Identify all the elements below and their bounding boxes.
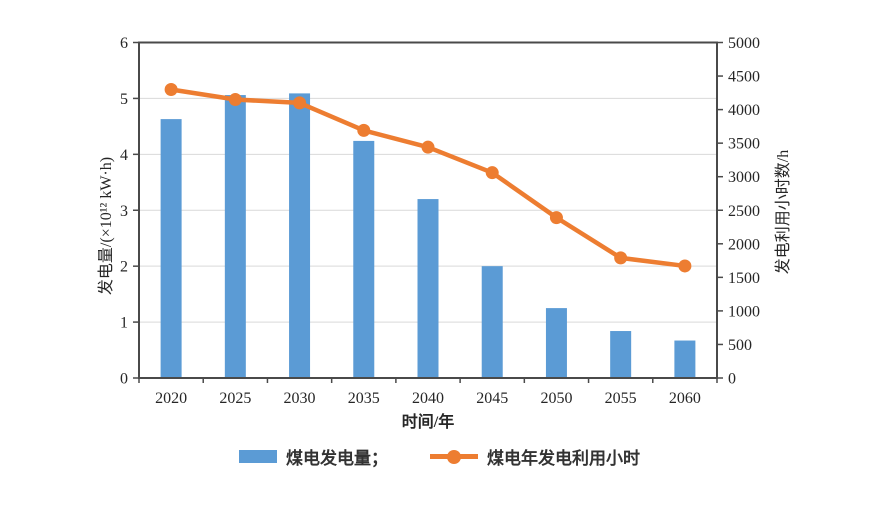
- bar-swatch-icon: [239, 450, 277, 463]
- trend-point-2055: [614, 251, 628, 265]
- y-right-tick-label: 500: [728, 337, 752, 354]
- x-tick-label: 2045: [476, 390, 508, 407]
- bar-2055: [610, 331, 632, 378]
- bar-2050: [545, 308, 567, 378]
- x-tick-label: 2030: [284, 390, 316, 407]
- trend-point-2060: [678, 259, 692, 273]
- legend: 煤电发电量； 煤电年发电利用小时: [0, 444, 879, 469]
- x-tick-label: 2025: [219, 390, 251, 407]
- y-right-tick-label: 1500: [728, 270, 760, 287]
- legend-bar-label: 煤电发电量；: [286, 449, 388, 468]
- y-left-tick-label: 2: [120, 259, 128, 276]
- y-right-tick-label: 4000: [728, 102, 760, 119]
- y-left-tick-label: 6: [120, 35, 128, 52]
- y-left-tick-label: 0: [120, 371, 128, 388]
- bar-2035: [353, 140, 375, 378]
- y-right-tick-label: 4500: [728, 69, 760, 86]
- trend-point-2020: [164, 82, 178, 96]
- bar-2020: [160, 119, 182, 378]
- x-tick-label: 2055: [605, 390, 637, 407]
- x-tick-label: 2035: [348, 390, 380, 407]
- y-left-tick-label: 5: [120, 91, 128, 108]
- legend-line-label: 煤电年发电利用小时: [487, 449, 640, 468]
- y-right-tick-label: 5000: [728, 35, 760, 52]
- bar-2030: [289, 93, 311, 379]
- y-right-tick-label: 1000: [728, 303, 760, 320]
- right-axis-title: 发电利用小时数/h: [775, 149, 792, 275]
- legend-item-bar: 煤电发电量；: [239, 444, 388, 469]
- y-right-tick-label: 3500: [728, 136, 760, 153]
- trend-point-2025: [228, 93, 242, 107]
- legend-item-line: 煤电年发电利用小时: [430, 444, 640, 469]
- y-left-tick-label: 3: [120, 203, 128, 220]
- x-axis-title: 时间/年: [401, 414, 455, 431]
- left-axis-title: 发电量/(×10¹² kW·h): [98, 156, 115, 296]
- x-tick-label: 2040: [412, 390, 444, 407]
- y-left-tick-label: 1: [120, 315, 128, 332]
- y-right-tick-label: 3000: [728, 169, 760, 186]
- trend-point-2035: [357, 123, 371, 137]
- x-tick-label: 2060: [669, 390, 701, 407]
- line-marker-dot-icon: [447, 449, 461, 464]
- bar-2040: [417, 199, 439, 378]
- y-right-tick-label: 2500: [728, 203, 760, 220]
- trend-point-2030: [293, 96, 307, 110]
- x-tick-label: 2050: [540, 390, 572, 407]
- trend-point-2045: [485, 166, 499, 180]
- bar-2060: [674, 340, 696, 378]
- line-swatch-icon: [430, 449, 478, 464]
- bar-2045: [481, 266, 503, 378]
- y-left-tick-label: 4: [120, 147, 128, 164]
- x-tick-label: 2020: [155, 390, 187, 407]
- trend-point-2050: [549, 211, 563, 225]
- y-right-tick-label: 0: [728, 371, 736, 388]
- trend-point-2040: [421, 140, 435, 154]
- bar-2025: [224, 95, 246, 378]
- y-right-tick-label: 2000: [728, 236, 760, 253]
